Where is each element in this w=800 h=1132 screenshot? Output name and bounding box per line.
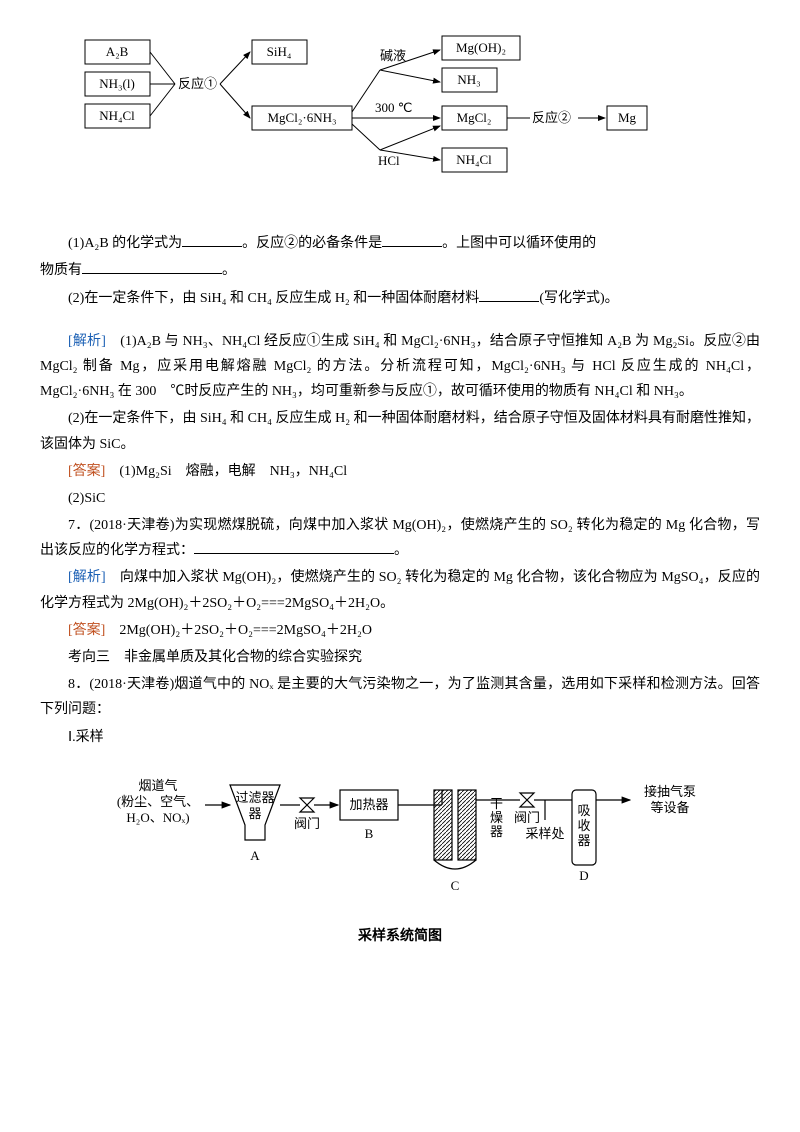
label-D: D bbox=[579, 868, 588, 883]
analysis7-text: 向煤中加入浆状 Mg(OH)₂，使燃烧产生的 SO₂ 转化为稳定的 Mg 化合物… bbox=[40, 570, 760, 610]
answer7: [答案] 2Mg(OH)₂＋2SO₂＋O₂===2MgSO₄＋2H₂O bbox=[40, 618, 760, 643]
box-mgoh2: Mg(OH)₂ bbox=[456, 40, 506, 55]
blank-cond bbox=[382, 233, 442, 247]
blank-recycle bbox=[82, 260, 222, 274]
q1-p1c: 。上图中可以循环使用的 bbox=[442, 236, 596, 251]
blank-sic bbox=[479, 288, 539, 302]
diagram-mg-process: A₂B NH₃(l) NH₄Cl 反应① SiH₄ MgCl₂·6NH₃ 碱液 … bbox=[80, 30, 680, 200]
q1-p1: (1)A₂B 的化学式为 。反应②的必备条件是 。上图中可以循环使用的 bbox=[40, 231, 760, 256]
diagram2-caption: 采样系统简图 bbox=[40, 924, 760, 949]
q7-p1b: 。 bbox=[394, 543, 408, 558]
svg-text:燥: 燥 bbox=[490, 810, 503, 825]
temp-label: 300 ℃ bbox=[375, 100, 412, 115]
out-l1: 接抽气泵 bbox=[644, 784, 696, 799]
hcl-label: HCl bbox=[378, 153, 400, 168]
q1-p2b: (写化学式)。 bbox=[539, 291, 618, 306]
svg-text:收: 收 bbox=[577, 818, 590, 833]
out-l2: 等设备 bbox=[650, 800, 689, 815]
sample-label: 采样处 bbox=[525, 826, 564, 841]
diagram-sampling-system: 烟道气 (粉尘、空气、 H₂O、NOₓ) 过滤器 器 A 阀门 加热器 B 干 … bbox=[90, 760, 710, 920]
answer1-p1: [答案] (1)Mg₂Si 熔融，电解 NH₃，NH₄Cl bbox=[40, 459, 760, 484]
analysis-label-1: [解析] bbox=[68, 334, 106, 349]
svg-text:器: 器 bbox=[490, 824, 503, 839]
answer-label-7: [答案] bbox=[68, 623, 105, 638]
box-nh3-out: NH₃ bbox=[457, 72, 480, 87]
analysis1-p1: [解析] (1)A₂B 与 NH₃、NH₄Cl 经反应①生成 SiH₄ 和 Mg… bbox=[40, 329, 760, 405]
svg-text:吸: 吸 bbox=[577, 803, 590, 818]
answer7-text: 2Mg(OH)₂＋2SO₂＋O₂===2MgSO₄＋2H₂O bbox=[105, 623, 372, 638]
analysis1-p2: (2)在一定条件下，由 SiH₄ 和 CH₄ 反应生成 H₂ 和一种固体耐磨材料… bbox=[40, 406, 760, 456]
svg-text:器: 器 bbox=[248, 806, 261, 821]
valve2-label: 阀门 bbox=[514, 810, 540, 825]
alkaline-label: 碱液 bbox=[380, 48, 406, 63]
svg-text:器: 器 bbox=[577, 833, 590, 848]
q1-p2a: (2)在一定条件下，由 SiH₄ 和 CH₄ 反应生成 H₂ 和一种固体耐磨材料 bbox=[68, 291, 479, 306]
valve-label: 阀门 bbox=[294, 816, 320, 831]
q7-line: 7．(2018·天津卷)为实现燃煤脱硫，向煤中加入浆状 Mg(OH)₂，使燃烧产… bbox=[40, 513, 760, 563]
box-mg: Mg bbox=[618, 110, 637, 125]
analysis1-text1: (1)A₂B 与 NH₃、NH₄Cl 经反应①生成 SiH₄ 和 MgCl₂·6… bbox=[40, 334, 760, 399]
label-C: C bbox=[451, 878, 460, 893]
q1-p1d: 物质有 bbox=[40, 263, 82, 278]
inlet-l3: H₂O、NOₓ) bbox=[126, 810, 189, 825]
q1-p1b: 。反应②的必备条件是 bbox=[242, 236, 382, 251]
answer1-text1: (1)Mg₂Si 熔融，电解 NH₃，NH₄Cl bbox=[105, 464, 347, 479]
box-nh4cl-out: NH₄Cl bbox=[456, 152, 492, 167]
box-nh4cl-in: NH₄Cl bbox=[99, 108, 135, 123]
filter-label: 过滤器 bbox=[235, 790, 274, 805]
answer1-p2: (2)SiC bbox=[40, 486, 760, 511]
label-B: B bbox=[365, 826, 374, 841]
inlet-l2: (粉尘、空气、 bbox=[117, 794, 199, 809]
q1-p2: (2)在一定条件下，由 SiH₄ 和 CH₄ 反应生成 H₂ 和一种固体耐磨材料… bbox=[40, 286, 760, 311]
q8-p1: 8．(2018·天津卷)烟道气中的 NOₓ 是主要的大气污染物之一，为了监测其含… bbox=[40, 672, 760, 722]
q1-p1e: 。 bbox=[222, 263, 236, 278]
analysis7: [解析] 向煤中加入浆状 Mg(OH)₂，使燃烧产生的 SO₂ 转化为稳定的 M… bbox=[40, 565, 760, 615]
blank-a2b bbox=[182, 233, 242, 247]
label-A: A bbox=[250, 848, 260, 863]
q1-p1d-line: 物质有 。 bbox=[40, 258, 760, 283]
rxn2-label: 反应② bbox=[532, 110, 571, 125]
box-nh3l: NH₃(l) bbox=[99, 76, 135, 91]
box-mgcl2: MgCl₂ bbox=[457, 110, 492, 125]
q1-p1a: (1)A₂B 的化学式为 bbox=[68, 236, 182, 251]
box-a2b: A₂B bbox=[106, 44, 129, 59]
q8-p2: Ⅰ.采样 bbox=[40, 725, 760, 750]
blank-eq bbox=[194, 540, 394, 554]
dryer-label-1: 干 bbox=[490, 796, 503, 811]
rxn1-label: 反应① bbox=[178, 76, 217, 91]
box-mgcl2nh3: MgCl₂·6NH₃ bbox=[267, 110, 336, 125]
answer-label-1: [答案] bbox=[68, 464, 105, 479]
inlet-l1: 烟道气 bbox=[138, 778, 177, 793]
box-sih4: SiH₄ bbox=[267, 44, 292, 59]
analysis-label-7: [解析] bbox=[68, 570, 106, 585]
heater-label: 加热器 bbox=[349, 797, 388, 812]
section3-heading: 考向三 非金属单质及其化合物的综合实验探究 bbox=[40, 645, 760, 670]
